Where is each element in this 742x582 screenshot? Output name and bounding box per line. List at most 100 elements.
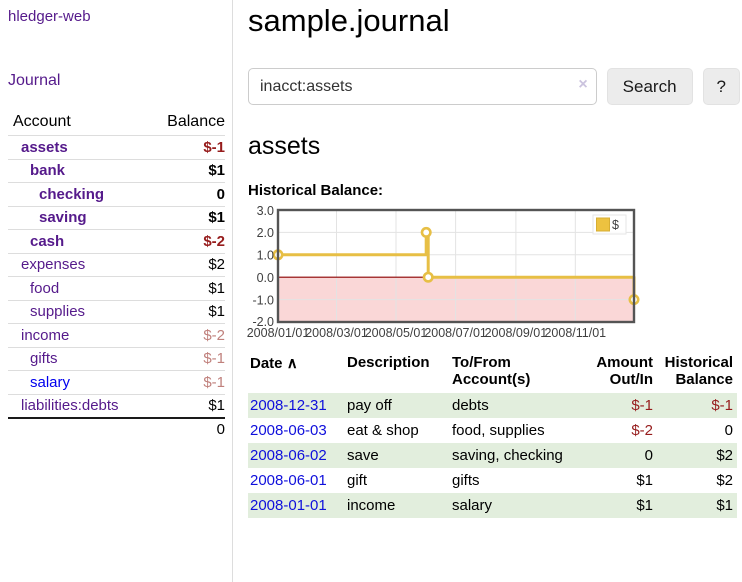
account-link-assets[interactable]: assets <box>21 138 68 156</box>
sort-ascending-icon: ∧ <box>286 355 298 372</box>
transaction-description: income <box>347 497 396 514</box>
account-balance: $1 <box>208 209 225 227</box>
account-link-liabilities-debts[interactable]: liabilities:debts <box>21 397 119 415</box>
account-balance: $-2 <box>203 232 225 250</box>
clear-search-icon[interactable]: × <box>578 76 588 93</box>
accounts-table: Account Balance assets $-1 bank $1 check… <box>8 111 225 441</box>
account-link-salary[interactable]: salary <box>30 373 71 391</box>
transaction-row: 2008-06-01 gift gifts $1 $2 <box>248 468 737 493</box>
chart-canvas: $ 3.0 2.0 1.0 0.0 -1.0 -2.0 2008/01/01 2… <box>247 204 640 340</box>
help-button[interactable]: ? <box>702 68 740 105</box>
transaction-description: save <box>347 447 379 464</box>
transaction-description: gift <box>347 472 368 489</box>
transaction-balance: 0 <box>724 422 733 439</box>
search-form: × Search ? <box>248 68 740 105</box>
data-point-markers <box>272 226 640 306</box>
transaction-date-link[interactable]: 2008-01-01 <box>250 497 327 514</box>
account-balance: $2 <box>208 256 225 274</box>
account-row-saving: saving $1 <box>8 205 225 230</box>
legend-label: $ <box>612 218 619 232</box>
balance-column-header: Balance <box>167 113 225 130</box>
transaction-amount: $-1 <box>631 397 653 414</box>
svg-text:2008/05/01: 2008/05/01 <box>365 326 428 340</box>
transaction-accounts: saving, checking <box>452 447 563 464</box>
account-link-checking[interactable]: checking <box>39 185 105 203</box>
search-input[interactable] <box>248 68 597 105</box>
transaction-balance: $-1 <box>711 397 733 414</box>
account-row-checking: checking 0 <box>8 182 225 206</box>
account-row-cash: cash $-2 <box>8 229 225 253</box>
transaction-balance: $2 <box>716 472 733 489</box>
transaction-accounts: salary <box>452 497 493 514</box>
transaction-date-link[interactable]: 2008-06-02 <box>250 447 327 464</box>
page-title: sample.journal <box>248 3 450 38</box>
account-balance: 0 <box>216 185 225 203</box>
transaction-description: eat & shop <box>347 422 419 439</box>
transaction-date-link[interactable]: 2008-06-03 <box>250 422 327 439</box>
svg-text:2008/09/01: 2008/09/01 <box>485 326 548 340</box>
sidebar: hledger-web Journal Account Balance asse… <box>0 0 233 582</box>
account-balance: $1 <box>208 303 225 321</box>
historical-balance-chart: $ 3.0 2.0 1.0 0.0 -1.0 -2.0 2008/01/01 2… <box>247 204 740 340</box>
accounts-table-header: Account Balance <box>8 111 225 135</box>
date-column-header[interactable]: Date ∧ <box>250 355 298 372</box>
transaction-accounts: debts <box>452 397 489 414</box>
account-balance: $1 <box>208 279 225 297</box>
account-balance: $-1 <box>203 373 225 391</box>
account-balance: $-2 <box>203 326 225 344</box>
svg-text:2.0: 2.0 <box>257 226 274 240</box>
transaction-amount: $-2 <box>631 422 653 439</box>
account-link-cash[interactable]: cash <box>30 232 65 250</box>
account-row-bank: bank $1 <box>8 158 225 183</box>
register-header-row: Date ∧ Description To/From Account(s) Am… <box>248 353 737 393</box>
main-content: sample.journal × Search ? assets Histori… <box>247 0 740 518</box>
account-balance: $1 <box>208 162 225 180</box>
account-link-supplies[interactable]: supplies <box>30 303 86 321</box>
account-link-gifts[interactable]: gifts <box>30 350 58 368</box>
svg-text:0.0: 0.0 <box>257 271 274 285</box>
transaction-balance: $1 <box>716 497 733 514</box>
register-table: Date ∧ Description To/From Account(s) Am… <box>248 353 737 518</box>
plot-border <box>276 208 636 324</box>
account-heading: assets <box>248 132 321 160</box>
account-row-assets: assets $-1 <box>8 135 225 159</box>
transaction-accounts: gifts <box>452 472 480 489</box>
transaction-row: 2008-01-01 income salary $1 $1 <box>248 493 737 518</box>
account-link-food[interactable]: food <box>30 279 60 297</box>
svg-text:3.0: 3.0 <box>257 204 274 218</box>
transaction-date-link[interactable]: 2008-12-31 <box>250 397 327 414</box>
account-row-salary: salary $-1 <box>8 370 225 394</box>
balance-column-header: Historical Balance <box>664 354 733 388</box>
transaction-date-link[interactable]: 2008-06-01 <box>250 472 327 489</box>
account-link-saving[interactable]: saving <box>39 209 87 227</box>
accounts-total-balance: 0 <box>216 421 225 439</box>
account-row-supplies: supplies $1 <box>8 299 225 324</box>
svg-text:1.0: 1.0 <box>257 249 274 263</box>
account-link-bank[interactable]: bank <box>30 162 66 180</box>
account-link-expenses[interactable]: expenses <box>21 256 86 274</box>
legend-swatch <box>596 217 610 232</box>
account-link-income[interactable]: income <box>21 326 70 344</box>
transaction-accounts: food, supplies <box>452 422 545 439</box>
account-balance: $1 <box>208 397 225 415</box>
transaction-balance: $2 <box>716 447 733 464</box>
account-row-food: food $1 <box>8 276 225 300</box>
transaction-amount: $1 <box>636 497 653 514</box>
transaction-amount: $1 <box>636 472 653 489</box>
transaction-row: 2008-06-03 eat & shop food, supplies $-2… <box>248 418 737 443</box>
chart-legend: $ <box>592 214 627 235</box>
sidebar-item-journal[interactable]: Journal <box>8 72 61 89</box>
transaction-amount: 0 <box>644 447 653 464</box>
account-row-expenses: expenses $2 <box>8 252 225 277</box>
chart-title: Historical Balance: <box>248 182 384 199</box>
transaction-description: pay off <box>347 397 392 414</box>
account-row-income: income $-2 <box>8 323 225 347</box>
account-balance: $-1 <box>203 350 225 368</box>
brand-link[interactable]: hledger-web <box>8 8 91 25</box>
svg-text:2008/07/01: 2008/07/01 <box>424 326 487 340</box>
search-button[interactable]: Search <box>606 68 693 105</box>
accounts-total-row: 0 <box>8 417 225 441</box>
transaction-row: 2008-06-02 save saving, checking 0 $2 <box>248 443 737 468</box>
description-column-header: Description <box>347 354 430 371</box>
svg-text:2008/11/01: 2008/11/01 <box>544 326 606 340</box>
